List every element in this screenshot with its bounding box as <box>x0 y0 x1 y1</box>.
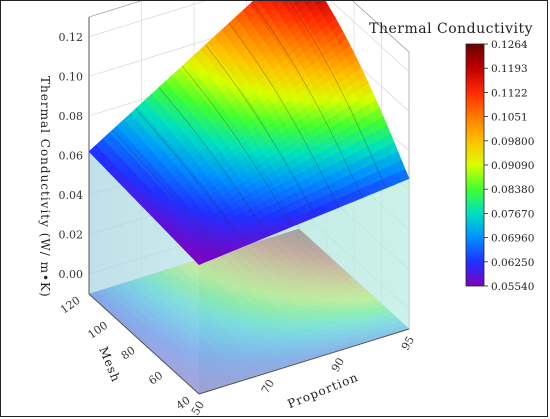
surface <box>88 1 410 265</box>
z-gridline <box>88 1 410 73</box>
colorbar-label: 0.1193 <box>491 63 528 75</box>
colorbar-label: 0.09800 <box>491 136 534 148</box>
z-tick-label: 0.10 <box>59 70 84 83</box>
z-tick-label: 0.02 <box>59 229 84 242</box>
side-wall-front-left <box>89 151 199 394</box>
colorbar-label: 0.1264 <box>491 39 528 51</box>
proportion-tick-label: 70 <box>259 377 277 396</box>
contour-line <box>205 44 316 217</box>
axes <box>88 17 410 395</box>
colorbar-label: 0.1051 <box>491 112 528 124</box>
side-wall-front-right <box>199 178 409 394</box>
z-tick-label: 0.00 <box>59 268 84 281</box>
colorbar-label: 0.09090 <box>491 160 534 172</box>
mesh-tick-label: 80 <box>119 344 138 363</box>
contour-line <box>289 1 386 189</box>
colorbar-label: 0.06250 <box>491 257 534 269</box>
contour-lines <box>112 1 386 256</box>
z-tick-label: 0.12 <box>59 31 84 44</box>
mesh-axis-line <box>88 293 200 395</box>
mesh-tick-label: 120 <box>58 294 83 317</box>
colorbar-label: 0.08380 <box>491 184 534 196</box>
contour-line <box>228 23 340 208</box>
contour-line <box>135 108 246 246</box>
surface-cell <box>281 1 293 8</box>
z-axis-title: Thermal Conductivity (W/ m•K) <box>38 76 52 298</box>
surface-cell <box>292 1 303 7</box>
contour-line <box>252 1 363 198</box>
colorbar-label: 0.1122 <box>491 87 528 99</box>
mesh-tick-label: 60 <box>146 369 165 388</box>
contour-line <box>158 87 270 237</box>
chart-title: Thermal Conductivity <box>369 21 533 37</box>
mesh-tick-label: 100 <box>86 319 111 342</box>
contour-line <box>182 65 293 227</box>
proportion-tick-label: 90 <box>329 356 347 375</box>
z-tick-label: 0.06 <box>59 150 84 163</box>
surface-cell <box>303 1 313 7</box>
surface-cell <box>314 1 324 7</box>
colorbar-label: 0.06960 <box>491 233 534 245</box>
colorbar-label: 0.07670 <box>491 208 534 220</box>
z-tick-label: 0.08 <box>59 110 84 123</box>
contour-line <box>112 129 223 256</box>
floor-projection <box>88 151 410 395</box>
z-tick-label: 0.04 <box>59 189 84 202</box>
proportion-tick-label: 95 <box>399 334 417 353</box>
colorbar: Thermal Conductivity 0.1264 0.1193 0.1122 0.… <box>369 21 534 293</box>
colorbar-label: 0.05540 <box>491 281 534 293</box>
proportion-axis-line <box>198 328 410 395</box>
proportion-axis-title: Proportion <box>285 370 360 411</box>
colorbar-gradient <box>465 43 485 287</box>
surface-cell <box>397 169 410 182</box>
proportion-tick-label: 50 <box>189 399 207 418</box>
